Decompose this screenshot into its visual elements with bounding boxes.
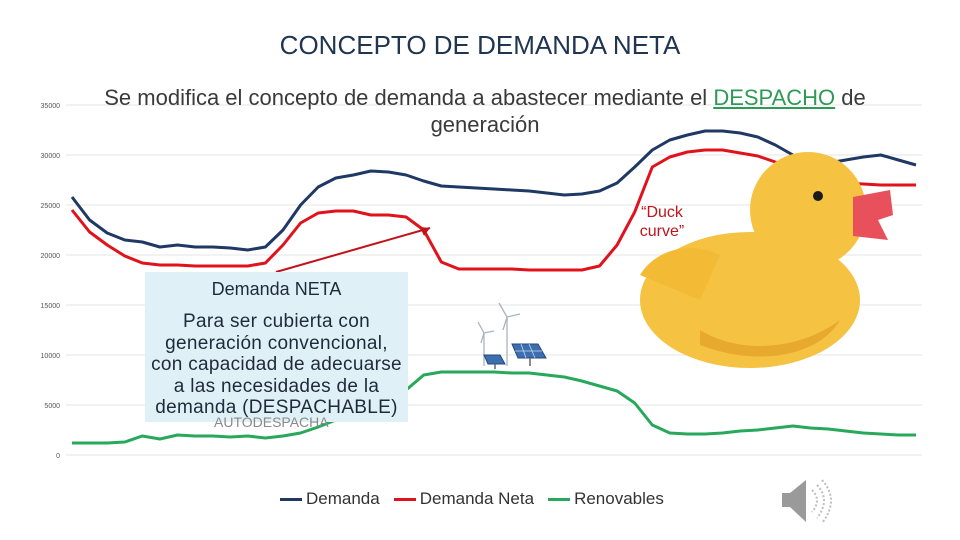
legend-swatch-renovables bbox=[548, 497, 571, 501]
demanda-neta-box bbox=[145, 272, 408, 422]
subtitle-text-after: de generación bbox=[430, 85, 866, 137]
solar-panel-icon bbox=[483, 343, 547, 369]
y-tick-label: 25000 bbox=[41, 203, 61, 210]
page-title: CONCEPTO DE DEMANDA NETA bbox=[279, 30, 681, 60]
demanda-neta-title: Demanda NETA bbox=[211, 279, 342, 299]
renewables-illustration-icon bbox=[477, 302, 521, 366]
legend-label-demanda-neta: Demanda Neta bbox=[419, 489, 535, 508]
y-tick-label: 0 bbox=[56, 453, 60, 460]
demanda-neta-description: Para ser cubierta con generación convenc… bbox=[151, 311, 402, 418]
y-tick-label: 15000 bbox=[41, 303, 61, 310]
legend-label-demanda: Demanda bbox=[306, 489, 380, 508]
legend-item-renovables: Renovables bbox=[548, 489, 664, 509]
subtitle-text-before: Se modifica el concepto de demanda a aba… bbox=[104, 85, 714, 110]
y-tick-label: 35000 bbox=[41, 103, 61, 110]
y-tick-label: 20000 bbox=[41, 253, 61, 260]
y-tick-label: 5000 bbox=[44, 403, 60, 410]
y-tick-label: 30000 bbox=[41, 153, 61, 160]
y-tick-label: 10000 bbox=[41, 353, 61, 360]
series-line-renovables bbox=[72, 370, 916, 445]
legend-swatch-demanda-neta bbox=[393, 497, 416, 501]
subtitle: Se modifica el concepto de demanda a aba… bbox=[60, 84, 910, 138]
legend-item-demanda: Demanda bbox=[280, 489, 380, 509]
y-axis-ticks: 0 5000 10000 15000 20000 25000 30000 35000 bbox=[41, 103, 61, 460]
duck-curve-label: “Duck curve” bbox=[639, 204, 685, 240]
legend-item-demanda-neta: Demanda Neta bbox=[393, 489, 535, 509]
chart-series bbox=[70, 129, 917, 445]
series-line-demanda bbox=[70, 129, 917, 252]
annotation-arrow bbox=[275, 227, 431, 273]
legend-label-renovables: Renovables bbox=[574, 489, 664, 508]
duck-icon bbox=[640, 152, 893, 368]
speaker-icon[interactable] bbox=[782, 479, 832, 524]
series-line-neta bbox=[70, 148, 916, 272]
chart-legend: Demanda Demanda Neta Renovables bbox=[280, 489, 678, 509]
legend-swatch-demanda bbox=[280, 497, 302, 501]
despacho-link[interactable]: DESPACHO bbox=[713, 85, 836, 110]
autodespacha-label: AUTODESPACHA bbox=[214, 414, 329, 430]
